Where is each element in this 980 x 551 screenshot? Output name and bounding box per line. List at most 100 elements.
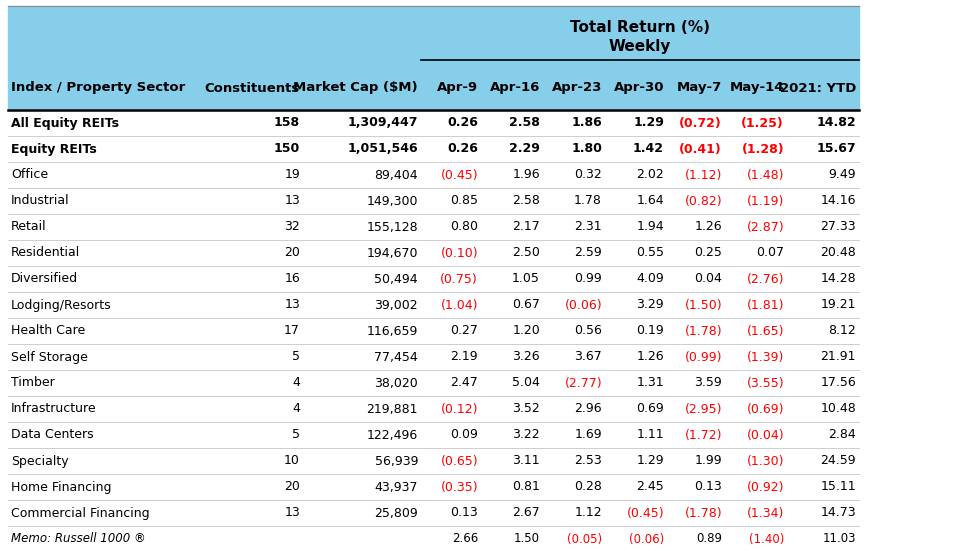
Text: Specialty: Specialty <box>11 455 69 467</box>
Text: 2.59: 2.59 <box>574 246 602 260</box>
Text: Industrial: Industrial <box>11 195 70 208</box>
Text: 0.32: 0.32 <box>574 169 602 181</box>
Text: (0.92): (0.92) <box>747 480 784 494</box>
Text: (0.04): (0.04) <box>747 429 784 441</box>
Text: 1,051,546: 1,051,546 <box>347 143 418 155</box>
Text: 2.96: 2.96 <box>574 402 602 415</box>
Text: 4.09: 4.09 <box>636 273 664 285</box>
Text: (0.05): (0.05) <box>566 532 602 545</box>
Text: Lodging/Resorts: Lodging/Resorts <box>11 299 112 311</box>
Text: 0.69: 0.69 <box>636 402 664 415</box>
Text: 24.59: 24.59 <box>820 455 856 467</box>
Text: 1.64: 1.64 <box>636 195 664 208</box>
Text: 13: 13 <box>284 299 300 311</box>
Text: 1.29: 1.29 <box>633 116 664 129</box>
Text: 0.04: 0.04 <box>694 273 722 285</box>
Text: 20.48: 20.48 <box>820 246 856 260</box>
Text: (0.72): (0.72) <box>679 116 722 129</box>
Text: 21.91: 21.91 <box>820 350 856 364</box>
Text: Total Return (%): Total Return (%) <box>570 20 710 35</box>
Text: 0.67: 0.67 <box>513 299 540 311</box>
Text: (0.10): (0.10) <box>440 246 478 260</box>
Text: 14.73: 14.73 <box>820 506 856 520</box>
Text: 38,020: 38,020 <box>374 376 418 390</box>
Text: 3.26: 3.26 <box>513 350 540 364</box>
Text: (0.82): (0.82) <box>684 195 722 208</box>
Text: (2.87): (2.87) <box>747 220 784 234</box>
Text: 219,881: 219,881 <box>367 402 418 415</box>
Text: (1.72): (1.72) <box>684 429 722 441</box>
Text: 5: 5 <box>292 429 300 441</box>
Text: (1.25): (1.25) <box>741 116 784 129</box>
Text: 11.03: 11.03 <box>822 532 856 545</box>
Text: Apr-9: Apr-9 <box>437 82 478 95</box>
Text: (0.35): (0.35) <box>440 480 478 494</box>
Text: (1.28): (1.28) <box>742 143 784 155</box>
Text: 2.02: 2.02 <box>636 169 664 181</box>
Text: 25,809: 25,809 <box>374 506 418 520</box>
Text: (2.95): (2.95) <box>684 402 722 415</box>
Text: 0.85: 0.85 <box>450 195 478 208</box>
Text: May-7: May-7 <box>677 82 722 95</box>
Text: 15.11: 15.11 <box>820 480 856 494</box>
Text: 5: 5 <box>292 350 300 364</box>
Text: 1.20: 1.20 <box>513 325 540 338</box>
Text: (1.78): (1.78) <box>684 325 722 338</box>
Text: 122,496: 122,496 <box>367 429 418 441</box>
Text: 0.55: 0.55 <box>636 246 664 260</box>
Text: 1.26: 1.26 <box>695 220 722 234</box>
Text: 0.07: 0.07 <box>756 246 784 260</box>
Text: Weekly: Weekly <box>609 39 671 53</box>
Text: 0.80: 0.80 <box>450 220 478 234</box>
Text: 155,128: 155,128 <box>367 220 418 234</box>
Text: 3.11: 3.11 <box>513 455 540 467</box>
Text: 5.04: 5.04 <box>513 376 540 390</box>
Text: Apr-23: Apr-23 <box>552 82 602 95</box>
Text: 150: 150 <box>273 143 300 155</box>
Text: (1.30): (1.30) <box>747 455 784 467</box>
Text: 13: 13 <box>284 195 300 208</box>
Text: 1.78: 1.78 <box>574 195 602 208</box>
Text: (1.40): (1.40) <box>749 532 784 545</box>
Text: 3.67: 3.67 <box>574 350 602 364</box>
Text: 2.29: 2.29 <box>510 143 540 155</box>
Text: Market Cap ($M): Market Cap ($M) <box>293 82 418 95</box>
Text: 20: 20 <box>284 480 300 494</box>
Text: 116,659: 116,659 <box>367 325 418 338</box>
Text: 4: 4 <box>292 376 300 390</box>
Text: 1.69: 1.69 <box>574 429 602 441</box>
Text: 19: 19 <box>284 169 300 181</box>
Text: 16: 16 <box>284 273 300 285</box>
Text: (0.45): (0.45) <box>626 506 664 520</box>
Text: 1.26: 1.26 <box>636 350 664 364</box>
Text: (0.75): (0.75) <box>440 273 478 285</box>
Text: 2.67: 2.67 <box>513 506 540 520</box>
Text: 0.19: 0.19 <box>636 325 664 338</box>
Text: (0.45): (0.45) <box>440 169 478 181</box>
Text: 1.99: 1.99 <box>695 455 722 467</box>
Text: Equity REITs: Equity REITs <box>11 143 97 155</box>
Text: 13: 13 <box>284 506 300 520</box>
Text: 50,494: 50,494 <box>374 273 418 285</box>
Text: 39,002: 39,002 <box>374 299 418 311</box>
Text: (1.04): (1.04) <box>440 299 478 311</box>
Text: 8.12: 8.12 <box>828 325 856 338</box>
Text: 0.26: 0.26 <box>447 116 478 129</box>
Text: 158: 158 <box>273 116 300 129</box>
Text: (1.65): (1.65) <box>747 325 784 338</box>
Text: 1.05: 1.05 <box>513 273 540 285</box>
Text: 0.28: 0.28 <box>574 480 602 494</box>
Text: 3.59: 3.59 <box>694 376 722 390</box>
Text: Retail: Retail <box>11 220 47 234</box>
Text: 1.80: 1.80 <box>571 143 602 155</box>
Text: Home Financing: Home Financing <box>11 480 112 494</box>
Text: Timber: Timber <box>11 376 55 390</box>
Text: 2021: YTD: 2021: YTD <box>780 82 856 95</box>
Text: Commercial Financing: Commercial Financing <box>11 506 150 520</box>
Text: 17.56: 17.56 <box>820 376 856 390</box>
Text: 0.26: 0.26 <box>447 143 478 155</box>
Text: 0.27: 0.27 <box>450 325 478 338</box>
Text: 14.82: 14.82 <box>816 116 856 129</box>
Text: 32: 32 <box>284 220 300 234</box>
Text: 3.52: 3.52 <box>513 402 540 415</box>
